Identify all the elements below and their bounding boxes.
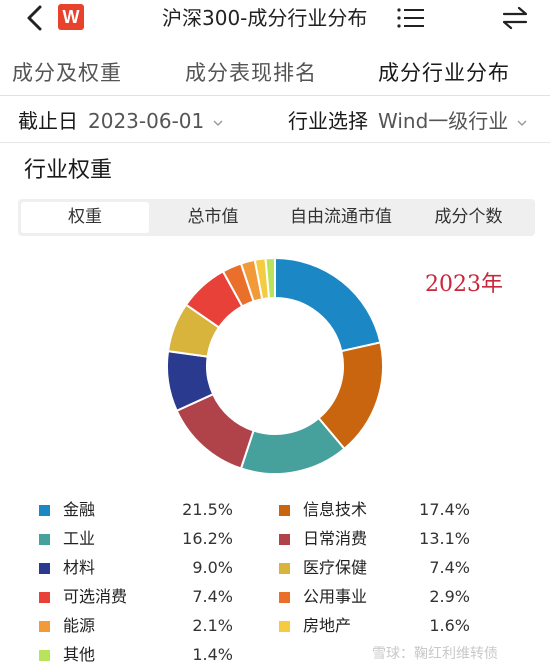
metric-segmented-control: 权重 总市值 自由流通市值 成分个数 bbox=[18, 199, 535, 236]
legend-value: 16.2% bbox=[182, 529, 233, 548]
industry-filter-label: 行业选择 bbox=[288, 109, 368, 133]
industry-weight-donut-chart bbox=[166, 256, 384, 475]
legend-item: 可选消费 7.4% bbox=[39, 585, 239, 609]
legend-label: 材料 bbox=[63, 558, 96, 577]
chevron-down-icon bbox=[517, 120, 527, 126]
year-annotation: 2023年 bbox=[425, 272, 503, 297]
segment-free-float-cap[interactable]: 自由流通市值 bbox=[290, 207, 392, 227]
chart-legend: 金融 21.5% 信息技术 17.4% 工业 16.2% 日常消费 13.1% 材料 9.0% 医疗… bbox=[0, 498, 550, 672]
segment-total-market-cap[interactable]: 总市值 bbox=[187, 207, 239, 227]
legend-label: 公用事业 bbox=[303, 587, 368, 606]
legend-item: 日常消费 13.1% bbox=[279, 527, 479, 551]
legend-item: 能源 2.1% bbox=[39, 614, 239, 638]
tab-industry-distribution[interactable]: 成分行业分布 bbox=[378, 61, 510, 85]
legend-value: 1.6% bbox=[429, 616, 470, 635]
donut-slice[interactable] bbox=[274, 256, 382, 353]
page-title: 沪深300-成分行业分布 bbox=[162, 6, 368, 30]
legend-value: 9.0% bbox=[192, 558, 233, 577]
segment-constituent-count[interactable]: 成分个数 bbox=[434, 207, 503, 227]
date-filter[interactable]: 截止日 2023-06-01 bbox=[18, 107, 223, 135]
legend-value: 2.9% bbox=[429, 587, 470, 606]
legend-value: 2.1% bbox=[192, 616, 233, 635]
legend-swatch bbox=[279, 621, 290, 632]
menu-icon[interactable] bbox=[396, 6, 426, 30]
legend-label: 医疗保健 bbox=[303, 558, 368, 577]
legend-item: 医疗保健 7.4% bbox=[279, 556, 479, 580]
legend-item: 材料 9.0% bbox=[39, 556, 239, 580]
back-icon[interactable] bbox=[24, 4, 48, 32]
filter-divider bbox=[0, 142, 550, 143]
segment-weight[interactable]: 权重 bbox=[21, 202, 149, 233]
legend-swatch bbox=[39, 505, 50, 516]
legend-swatch bbox=[39, 534, 50, 545]
legend-label: 金融 bbox=[63, 500, 96, 519]
section-title: 行业权重 bbox=[24, 158, 113, 183]
legend-item: 工业 16.2% bbox=[39, 527, 239, 551]
legend-item: 公用事业 2.9% bbox=[279, 585, 479, 609]
legend-swatch bbox=[39, 621, 50, 632]
legend-label: 信息技术 bbox=[303, 500, 368, 519]
legend-label: 可选消费 bbox=[63, 587, 128, 606]
date-filter-value: 2023-06-01 bbox=[88, 109, 205, 133]
date-filter-label: 截止日 bbox=[18, 109, 78, 133]
legend-value: 21.5% bbox=[182, 500, 233, 519]
legend-label: 工业 bbox=[63, 529, 96, 548]
legend-item: 信息技术 17.4% bbox=[279, 498, 479, 522]
legend-swatch bbox=[279, 563, 290, 574]
legend-label: 其他 bbox=[63, 645, 96, 664]
top-bar: W 沪深300-成分行业分布 bbox=[0, 0, 550, 38]
legend-swatch bbox=[279, 534, 290, 545]
chevron-down-icon bbox=[213, 120, 223, 126]
legend-swatch bbox=[39, 592, 50, 603]
legend-swatch bbox=[39, 650, 50, 661]
tab-divider bbox=[0, 95, 550, 96]
donut-slice[interactable] bbox=[264, 256, 276, 300]
legend-label: 房地产 bbox=[303, 616, 352, 635]
swap-icon[interactable] bbox=[500, 5, 530, 31]
tab-bar: 成分及权重 成分表现排名 成分行业分布 bbox=[0, 52, 550, 94]
legend-value: 7.4% bbox=[192, 587, 233, 606]
tab-constituents-weight[interactable]: 成分及权重 bbox=[12, 61, 122, 85]
tab-performance-rank[interactable]: 成分表现排名 bbox=[185, 61, 317, 85]
watermark: 雪球：鞠红利维转债 bbox=[372, 646, 498, 662]
legend-label: 能源 bbox=[63, 616, 96, 635]
legend-item: 其他 1.4% bbox=[39, 643, 239, 667]
legend-label: 日常消费 bbox=[303, 529, 368, 548]
industry-filter[interactable]: 行业选择 Wind一级行业 bbox=[288, 107, 527, 135]
legend-value: 1.4% bbox=[192, 645, 233, 664]
legend-item: 金融 21.5% bbox=[39, 498, 239, 522]
legend-item: 房地产 1.6% bbox=[279, 614, 479, 638]
app-logo: W bbox=[58, 4, 84, 30]
legend-swatch bbox=[279, 505, 290, 516]
legend-swatch bbox=[279, 592, 290, 603]
legend-value: 17.4% bbox=[419, 500, 470, 519]
legend-value: 13.1% bbox=[419, 529, 470, 548]
industry-filter-value: Wind一级行业 bbox=[378, 109, 509, 133]
legend-swatch bbox=[39, 563, 50, 574]
legend-value: 7.4% bbox=[429, 558, 470, 577]
